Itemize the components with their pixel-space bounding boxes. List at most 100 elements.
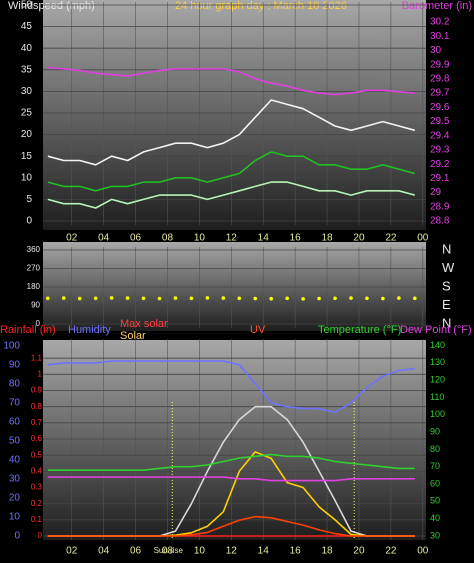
- y-tick-label: 0.1: [31, 515, 43, 524]
- point: [237, 296, 242, 301]
- y-tick-label: N: [442, 241, 451, 256]
- series-line: [47, 360, 415, 414]
- series-line: [47, 181, 416, 209]
- point: [125, 296, 130, 300]
- y-tick-label: 20: [9, 493, 21, 504]
- point: [45, 296, 50, 301]
- y-tick-label: 100: [3, 340, 20, 351]
- y-tick-label: 80: [430, 444, 440, 454]
- y-tick-label: S: [442, 278, 451, 293]
- chart-title: 24 hour graph day : March 10 2026: [175, 0, 347, 12]
- y-tick-label: 29.9: [430, 59, 450, 70]
- y-tick-label: 35: [21, 64, 33, 75]
- x-tick-label: 06: [130, 546, 142, 557]
- y-tick-label: 29.3: [430, 145, 450, 156]
- y-tick-label: 40: [21, 43, 33, 54]
- y-tick-label: 60: [430, 478, 440, 488]
- y-tick-label: 1: [38, 369, 43, 378]
- point: [365, 296, 369, 301]
- y-tick-label: 30.1: [430, 31, 450, 42]
- y-tick-label: 140: [430, 340, 445, 350]
- y-tick-label: 29.1: [430, 173, 450, 184]
- point: [269, 296, 274, 301]
- point: [109, 296, 114, 300]
- y-tick-label: 40: [430, 513, 440, 523]
- y-tick-label: 50: [9, 436, 21, 447]
- point: [157, 296, 162, 301]
- plot-area: [43, 340, 426, 540]
- series-line: [47, 151, 416, 192]
- plot-area: [43, 0, 426, 230]
- series-line: [47, 99, 416, 166]
- y-tick-label: 0: [36, 319, 41, 328]
- y-tick-label: 10: [9, 512, 21, 523]
- legend-label: Temperature (°F): [318, 324, 401, 336]
- x-tick-label: 06: [130, 233, 142, 244]
- x-tick-label: 00: [417, 546, 429, 557]
- point: [381, 296, 385, 301]
- y-tick-label: 90: [430, 426, 440, 436]
- point: [285, 296, 289, 301]
- point: [205, 296, 210, 300]
- point: [141, 296, 146, 301]
- y-tick-label: 110: [430, 392, 444, 402]
- x-tick-label: 14: [258, 233, 270, 244]
- point: [317, 296, 321, 301]
- y-tick-label: 29.8: [430, 74, 450, 85]
- y-tick-label: 130: [430, 357, 445, 367]
- y-tick-label: 29.2: [430, 159, 450, 170]
- point: [189, 296, 194, 301]
- x-tick-label: 18: [321, 233, 333, 244]
- x-tick-label: 12: [226, 233, 238, 244]
- y-tick-label: 0.9: [31, 386, 43, 395]
- x-tick-label: 10: [194, 546, 206, 557]
- y-tick-label: 0: [38, 531, 43, 540]
- y-tick-label: 90: [9, 359, 21, 370]
- y-tick-label: N: [442, 315, 451, 330]
- y-tick-label: 100: [430, 409, 445, 419]
- y-tick-label: 80: [9, 378, 21, 389]
- x-tick-label: 22: [385, 546, 397, 557]
- y-tick-label: 70: [430, 461, 440, 471]
- x-tick-label: 14: [258, 546, 270, 557]
- y-tick-label: 40: [9, 455, 21, 466]
- y-tick-label: 29: [430, 187, 442, 198]
- y-tick-label: 1.1: [31, 353, 43, 362]
- y-tick-label: 30: [21, 86, 33, 97]
- y-tick-label: 29.7: [430, 88, 450, 99]
- x-tick-label: 02: [66, 546, 78, 557]
- y-tick-label: 0: [14, 531, 20, 542]
- y-tick-label: 28.8: [430, 216, 450, 227]
- series-line: [47, 515, 415, 537]
- y-tick-label: 28.9: [430, 201, 450, 212]
- y-tick-label: 0: [26, 216, 32, 227]
- x-tick-label: 00: [417, 233, 429, 244]
- x-tick-label: 16: [290, 233, 302, 244]
- x-tick-label: 08: [162, 233, 174, 244]
- y-tick-label: 0.5: [31, 450, 43, 459]
- series-line: [47, 453, 415, 471]
- y-tick-label: 270: [27, 264, 41, 273]
- y-tick-label: 20: [21, 129, 33, 140]
- y-tick-label: 120: [430, 374, 445, 384]
- y-tick-label: 30: [430, 530, 440, 540]
- y-tick-label: 0.8: [31, 402, 43, 411]
- y-tick-label: 25: [21, 108, 33, 119]
- plot-area: [43, 242, 426, 331]
- y-tick-label: 0.7: [31, 418, 43, 427]
- y-tick-label: 0.3: [31, 483, 43, 492]
- y-tick-label: 29.5: [430, 116, 450, 127]
- y-tick-label: 70: [9, 398, 21, 409]
- y2-axis-label: Barometer (in): [402, 0, 472, 12]
- y-tick-label: 30: [430, 45, 442, 56]
- x-tick-label: 02: [66, 233, 78, 244]
- point: [413, 296, 417, 301]
- point: [93, 296, 98, 301]
- legend-label: Max solar: [120, 318, 168, 330]
- point: [253, 296, 258, 301]
- x-tick-label: 04: [98, 233, 110, 244]
- point: [301, 297, 305, 301]
- y-tick-label: 0.4: [31, 466, 43, 475]
- y-tick-label: 29.6: [430, 102, 450, 113]
- y-tick-label: 10: [21, 172, 33, 183]
